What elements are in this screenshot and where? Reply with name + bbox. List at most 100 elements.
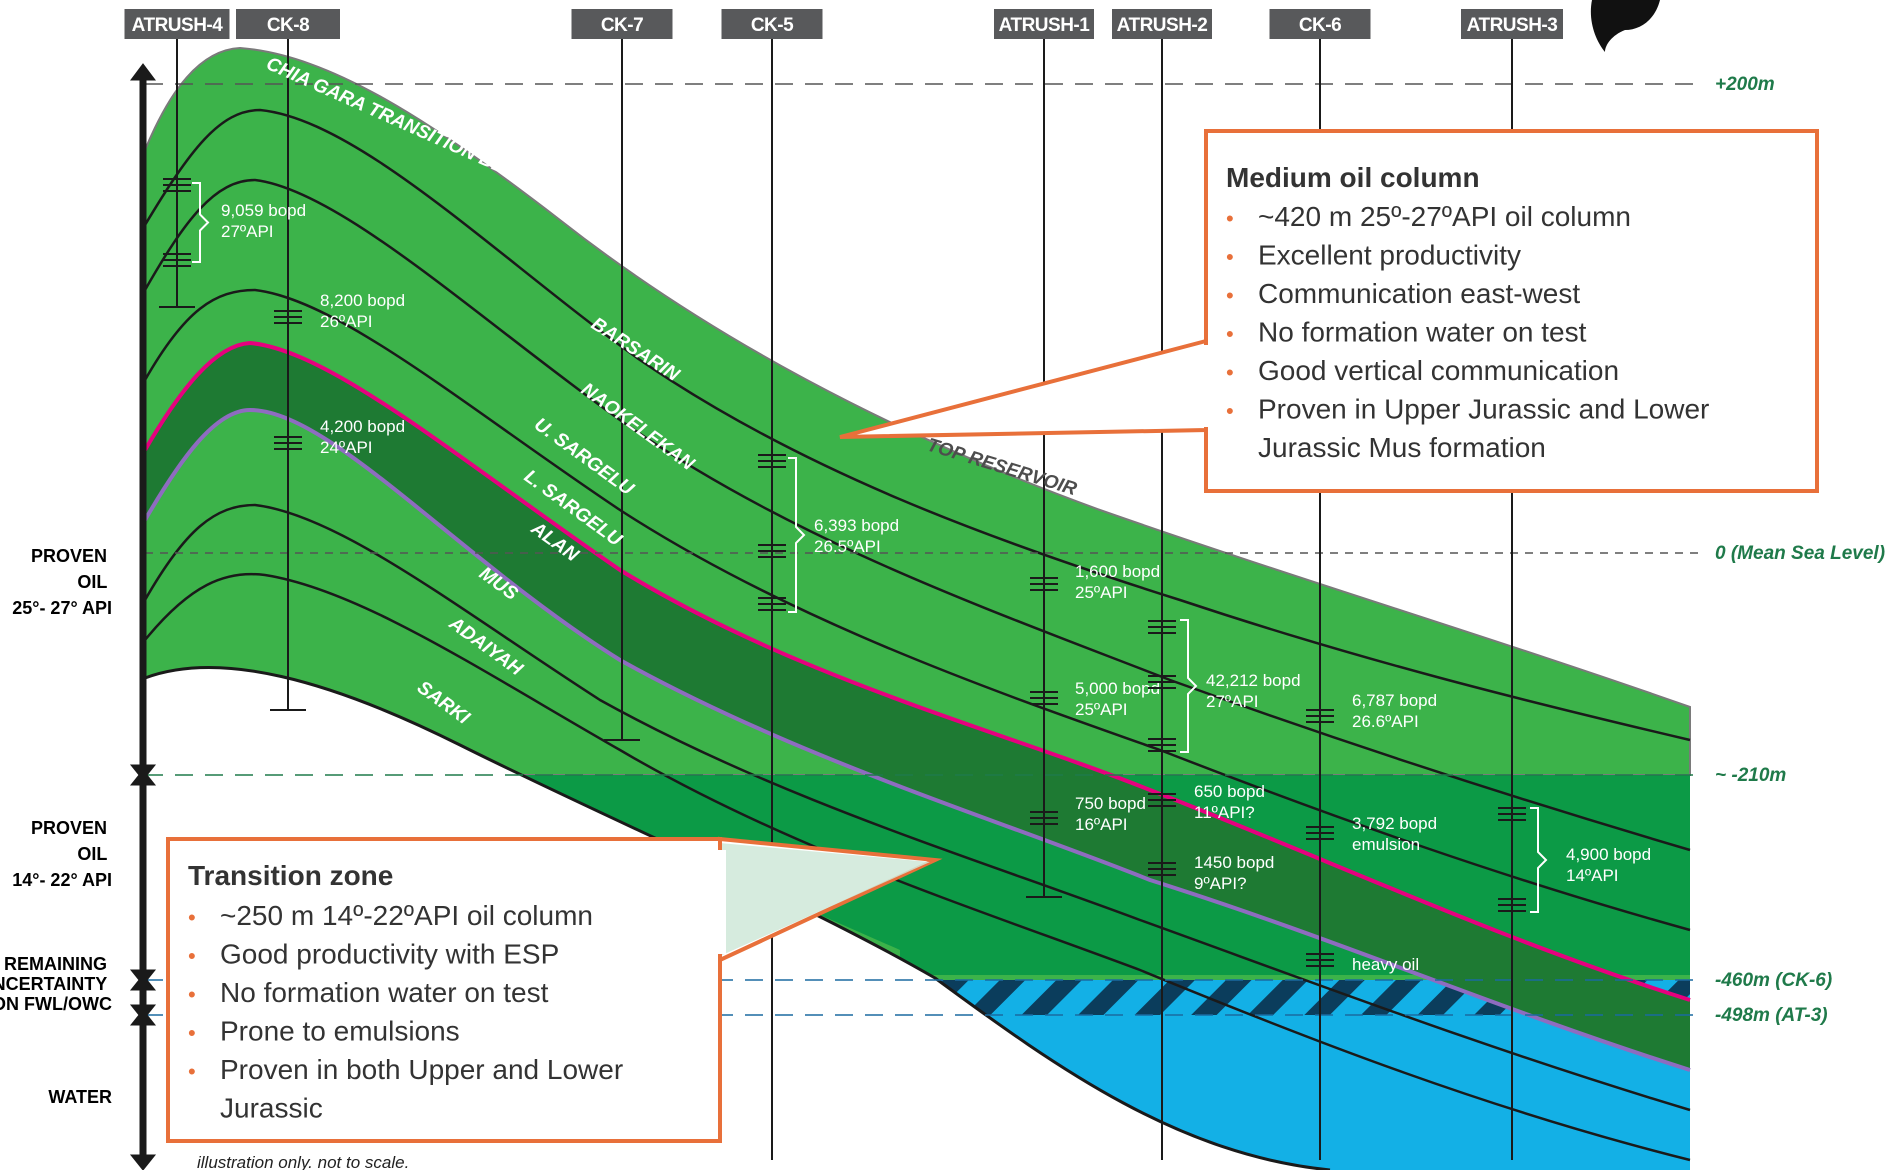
transition-zone-callout: Transition zone • ~250 m 14º-22ºAPI oil c…	[166, 836, 943, 1143]
test-t4: 6,393 bopd 26.5ºAPI	[758, 454, 899, 613]
depth-label-minus210: ~ -210m	[1715, 765, 1786, 786]
zone-label-water: WATER	[48, 1087, 112, 1107]
medium_box-item: No formation water on test	[1258, 317, 1587, 348]
depth-label-plus200: +200m	[1715, 74, 1775, 95]
depth-labels: +200m 0 (Mean Sea Level) ~ -210m -460m (…	[1715, 74, 1885, 1026]
medium-oil-callout: Medium oil column • ~420 m 25º-27ºAPI oil…	[839, 129, 1819, 493]
well-ck8-label: CK-8	[267, 15, 309, 36]
medium-callout-pointer	[839, 338, 1208, 439]
footnote: illustration only. not to scale.	[197, 1153, 409, 1170]
zone-arrow-1b	[129, 769, 157, 786]
test-t7: 42,212 bopd 27ºAPI	[1148, 619, 1301, 753]
medium_box-item: Good vertical communication	[1258, 355, 1619, 386]
transition-callout-title: Transition zone	[188, 860, 393, 891]
zone-arrow-3b	[129, 1009, 157, 1026]
test-t2: 8,200 bopd 26ºAPI	[274, 291, 405, 331]
horizon-3	[143, 288, 1691, 932]
test-t7-bracket	[1180, 619, 1198, 753]
depth-label-msl: 0 (Mean Sea Level)	[1715, 543, 1885, 564]
wells: ATRUSH-4 CK-8 CK-7 CK-5 ATRUSH-1 ATRUSH-2 CK-6…	[124, 9, 1563, 1160]
test-t11: 1450 bopd 9ºAPI?	[1148, 853, 1274, 893]
well-atrush2-label: ATRUSH-2	[1117, 15, 1208, 36]
horizon-1	[143, 108, 1691, 742]
test-t3-label: 4,200 bopd 24ºAPI	[320, 417, 405, 457]
well-atrush2-tag	[1112, 9, 1212, 39]
transition_box-item: Proven in both Upper and Lower	[220, 1054, 623, 1085]
well-atrush1-tag	[994, 9, 1094, 39]
transition_box-bullet: •	[188, 982, 196, 1007]
depth-label-minus460: -460m (CK-6)	[1715, 970, 1832, 991]
test-t9: 750 bopd 16ºAPI	[1030, 794, 1146, 834]
well-atrush4: ATRUSH-4	[124, 9, 230, 308]
test-t14-label: heavy oil	[1352, 955, 1419, 974]
medium-callout-title: Medium oil column	[1226, 162, 1480, 193]
well-atrush1: ATRUSH-1	[994, 9, 1094, 898]
zone-scale	[129, 63, 157, 1171]
test-t12-label: 3,792 bopd emulsion	[1352, 814, 1437, 854]
medium_box-bullet: •	[1226, 206, 1234, 231]
test-t13-label: 4,900 bopd 14ºAPI	[1566, 845, 1651, 885]
test-t4-bracket	[788, 457, 806, 613]
test-t1-bracket	[192, 182, 210, 263]
test-t11-label: 1450 bopd 9ºAPI?	[1194, 853, 1274, 893]
well-ck8-tag	[236, 9, 340, 39]
test-t8: 6,787 bopd 26.6ºAPI	[1306, 691, 1437, 731]
well-ck5-label: CK-5	[751, 15, 794, 36]
test-t5: 1,600 bopd 25ºAPI	[1030, 562, 1160, 602]
transition_box-item: Prone to emulsions	[220, 1016, 460, 1047]
test-t5-label: 1,600 bopd 25ºAPI	[1075, 562, 1160, 602]
transition-callout-box	[166, 837, 722, 1143]
well-atrush3-tag	[1461, 9, 1563, 39]
medium_box-item: Excellent productivity	[1258, 240, 1521, 271]
test-t1-label: 9,059 bopd 27ºAPI	[221, 201, 306, 241]
well-atrush4-label: ATRUSH-4	[132, 15, 224, 36]
well-ck7: CK-7	[571, 9, 673, 741]
zone-label-proven-light: PROVEN OIL 25°- 27° API	[12, 546, 112, 618]
test-t4-label: 6,393 bopd 26.5ºAPI	[814, 516, 899, 556]
well-ck8: CK-8	[236, 9, 340, 711]
test-t8-label: 6,787 bopd 26.6ºAPI	[1352, 691, 1437, 731]
well-tests: 9,059 bopd 27ºAPI 8,200 bopd 26ºAPI 4,200 bo…	[163, 178, 1651, 974]
medium_box-item: Communication east-west	[1258, 278, 1580, 309]
well-ck6-label: CK-6	[1299, 15, 1341, 36]
transition_box-bullet: •	[188, 944, 196, 969]
transition_box-item: ~250 m 14º-22ºAPI oil column	[220, 900, 593, 931]
well-ck7-tag	[571, 9, 673, 39]
reservoir-band	[145, 343, 1690, 1070]
transition_box-item: Jurassic	[220, 1093, 323, 1124]
zone-arrow-2b	[129, 974, 157, 991]
well-atrush1-label: ATRUSH-1	[999, 15, 1091, 36]
well-atrush2: ATRUSH-2	[1112, 9, 1212, 1160]
medium_box-item: Jurassic Mus formation	[1258, 432, 1546, 463]
well-ck6-tag	[1269, 9, 1371, 39]
medium_box-bullet: •	[1226, 283, 1234, 308]
medium_box-bullet: •	[1226, 322, 1234, 347]
well-atrush3-label: ATRUSH-3	[1467, 15, 1558, 36]
test-t10: 650 bopd 11ºAPI?	[1148, 782, 1265, 822]
transition_box-bullet: •	[188, 905, 196, 930]
test-t6: 5,000 bopd 25ºAPI	[1030, 679, 1160, 719]
medium_box-bullet: •	[1226, 360, 1234, 385]
logo-fragment	[1590, 0, 1660, 52]
transition_box-bullet: •	[188, 1059, 196, 1084]
reservoir-top-line	[143, 340, 1691, 1002]
test-t1: 9,059 bopd 27ºAPI	[163, 178, 306, 267]
test-t9-label: 750 bopd 16ºAPI	[1075, 794, 1146, 834]
horizon-5	[144, 572, 1691, 1162]
test-t3: 4,200 bopd 24ºAPI	[274, 417, 405, 457]
zone-arrow-top	[130, 63, 156, 81]
zone-label-proven-heavy: PROVEN OIL 14°- 22° API	[12, 818, 112, 890]
test-t2-label: 8,200 bopd 26ºAPI	[320, 291, 405, 331]
medium_box-item: Proven in Upper Jurassic and Lower	[1258, 394, 1709, 425]
well-ck5-tag	[721, 9, 823, 39]
test-t7-label: 42,212 bopd 27ºAPI	[1206, 671, 1301, 711]
transition_box-item: Good productivity with ESP	[220, 939, 559, 970]
test-t10-label: 650 bopd 11ºAPI?	[1194, 782, 1265, 822]
reservoir-base-line	[143, 407, 1691, 1072]
medium_box-bullet: •	[1226, 399, 1234, 424]
depth-lines	[145, 83, 1700, 1016]
horizon-2	[143, 178, 1691, 852]
zone-arrow-bottom	[129, 1154, 157, 1171]
